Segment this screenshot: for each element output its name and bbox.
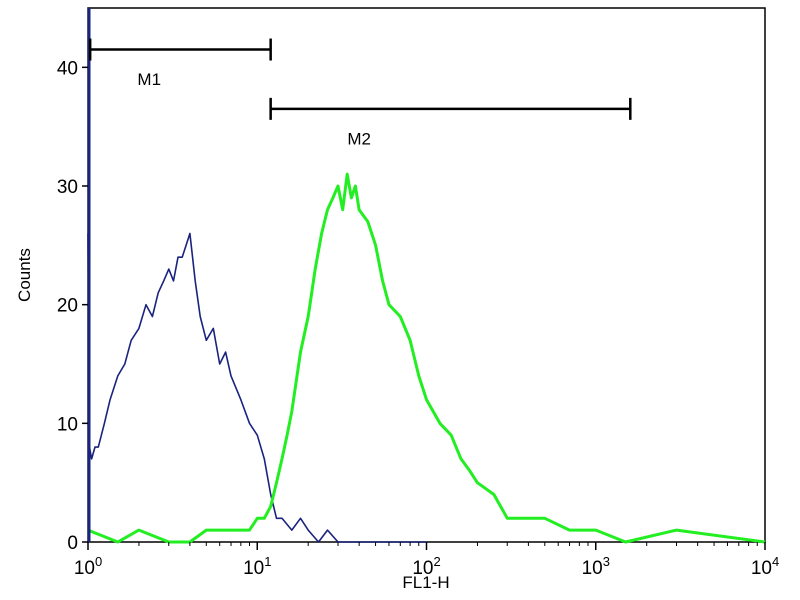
marker-label: M1 <box>137 70 161 89</box>
marker-label: M2 <box>347 130 371 149</box>
series-layer <box>87 8 766 544</box>
x-tick-label: 101 <box>243 554 271 579</box>
plot-frame <box>87 7 766 543</box>
y-tick-label: 30 <box>57 177 78 198</box>
series-line-2 <box>87 172 766 544</box>
y-axis: 0 10 20 30 40 <box>57 58 88 554</box>
series-line-1 <box>87 232 427 543</box>
y-tick-label: 10 <box>57 414 78 435</box>
y-tick-label: 40 <box>57 58 78 79</box>
x-axis-label: FL1-H <box>402 573 449 592</box>
x-axis: 100 101 102 103 104 <box>74 542 779 579</box>
x-tick-label: 104 <box>751 554 779 579</box>
marker-m2: M2 <box>269 97 632 149</box>
y-axis-label: Counts <box>15 248 34 302</box>
marker-m1: M1 <box>88 38 272 89</box>
x-tick-label: 102 <box>412 554 440 579</box>
x-tick-label: 100 <box>74 554 102 579</box>
x-tick-label: 103 <box>582 554 610 579</box>
marker-layer: M1 M2 <box>88 38 632 149</box>
y-tick-label: 0 <box>67 533 78 554</box>
y-tick-label: 20 <box>57 296 78 317</box>
